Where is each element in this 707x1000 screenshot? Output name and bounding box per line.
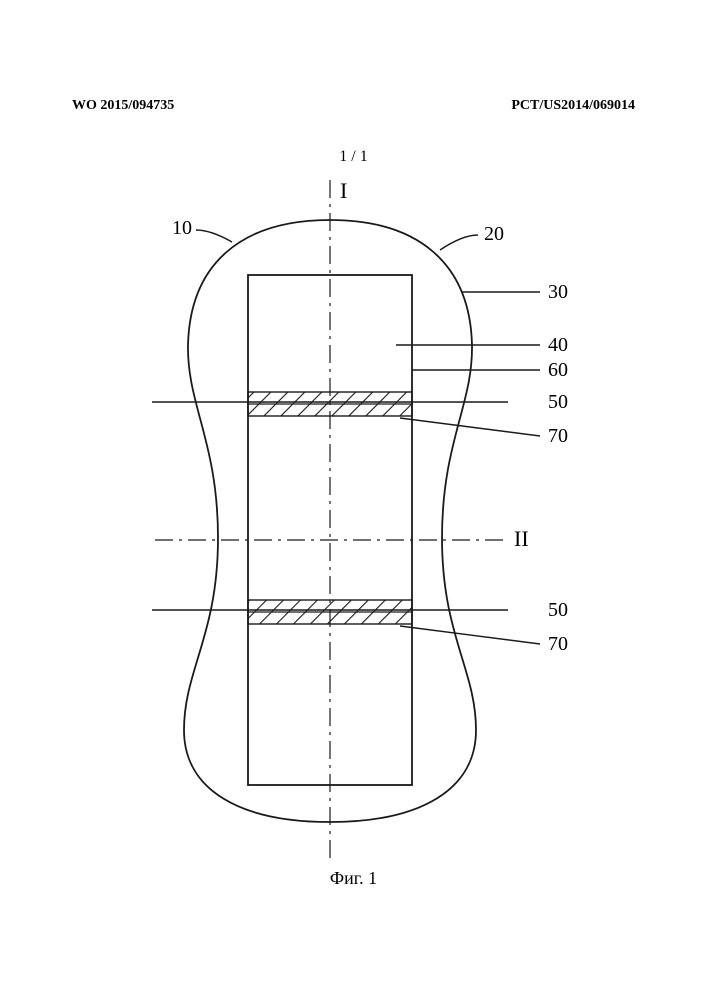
pct-number: PCT/US2014/069014: [511, 98, 635, 114]
label-50-upper: 50: [548, 391, 568, 413]
axis-2-label: II: [514, 526, 529, 551]
label-40: 40: [548, 334, 568, 356]
leader-10: [196, 230, 232, 242]
label-10: 10: [172, 217, 192, 239]
patent-figure-1: I II 10 20 30 40 60 50 70 50 70: [0, 170, 707, 870]
leader-70-upper: [400, 418, 540, 436]
wo-number: WO 2015/094735: [72, 98, 174, 114]
axis-1-label: I: [340, 178, 347, 203]
label-70-upper: 70: [548, 425, 568, 447]
label-20: 20: [484, 223, 504, 245]
leader-20: [440, 235, 478, 250]
upper-hatched-band: [248, 392, 412, 416]
lower-hatched-band: [248, 600, 412, 624]
figure-caption: Фиг. 1: [0, 868, 707, 889]
label-30: 30: [548, 281, 568, 303]
label-70-lower: 70: [548, 633, 568, 655]
label-60: 60: [548, 359, 568, 381]
page-number: 1 / 1: [0, 148, 707, 166]
label-50-lower: 50: [548, 599, 568, 621]
leader-70-lower: [400, 626, 540, 644]
